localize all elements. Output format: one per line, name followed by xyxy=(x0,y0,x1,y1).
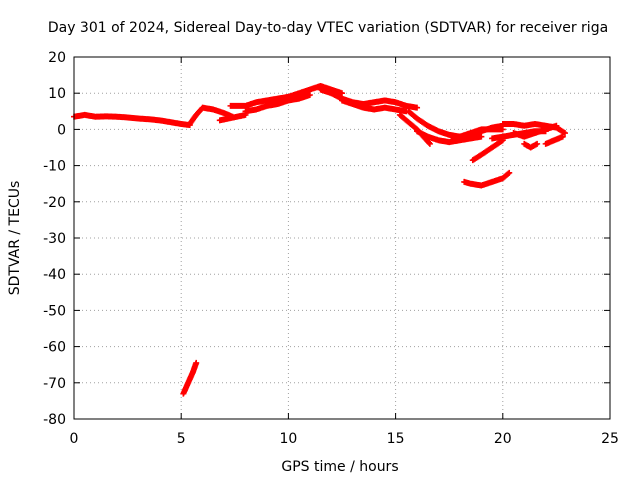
y-tick-label: -10 xyxy=(43,159,66,175)
data-point-markers xyxy=(448,126,506,144)
y-tick-label: -80 xyxy=(43,412,66,428)
series-arc-1 xyxy=(71,111,193,129)
x-tick-label: 0 xyxy=(70,431,79,447)
series-arc-11 xyxy=(448,126,506,144)
y-tick-label: -70 xyxy=(43,376,66,392)
data-point-markers xyxy=(180,359,200,397)
y-tick-label: -40 xyxy=(43,267,66,283)
data-point-markers xyxy=(216,111,249,124)
y-tick-label: -60 xyxy=(43,340,66,356)
grid-lines xyxy=(74,57,610,419)
data-point-markers xyxy=(469,137,506,164)
data-point-markers xyxy=(461,169,513,189)
data-point-markers xyxy=(542,133,566,147)
y-tick-label: -20 xyxy=(43,195,66,211)
y-axis-label: SDTVAR / TECUs xyxy=(7,181,23,296)
series-arc-18 xyxy=(461,169,513,189)
y-tick-label: -50 xyxy=(43,303,66,319)
series-arc-19 xyxy=(180,359,200,397)
y-tick-label: -30 xyxy=(43,231,66,247)
plot-area xyxy=(71,82,568,397)
y-tick-label: 10 xyxy=(48,86,66,102)
data-point-markers xyxy=(71,111,193,129)
data-point-markers xyxy=(227,82,345,109)
x-tick-label: 10 xyxy=(279,431,297,447)
axis-ticks: 0 5 10 15 20 25 20 10 0 -10 -20 -30 -40 -50 -60 -70 -80 xyxy=(43,50,619,447)
series-arc-16 xyxy=(521,140,541,151)
x-axis-label: GPS time / hours xyxy=(281,459,398,475)
series-arc-3 xyxy=(216,111,249,124)
x-tick-label: 20 xyxy=(494,431,512,447)
data-point-markers xyxy=(339,97,410,115)
series-arc-4 xyxy=(227,82,345,109)
series-arc-12 xyxy=(469,137,506,164)
series-arc-5 xyxy=(242,92,313,115)
data-point-markers xyxy=(521,140,541,151)
data-point-markers xyxy=(242,92,313,115)
series-arc-7 xyxy=(339,97,410,115)
y-tick-label: 20 xyxy=(48,50,66,66)
chart-title: Day 301 of 2024, Sidereal Day-to-day VTE… xyxy=(48,20,608,36)
series-arc-15 xyxy=(510,122,560,140)
series-arc-2 xyxy=(186,104,236,127)
x-tick-label: 25 xyxy=(601,431,619,447)
x-tick-label: 15 xyxy=(387,431,405,447)
y-tick-label: 0 xyxy=(57,122,66,138)
data-point-markers xyxy=(510,122,560,140)
series-arc-17 xyxy=(542,133,566,147)
plot-frame xyxy=(73,56,611,420)
x-tick-label: 5 xyxy=(177,431,186,447)
data-point-markers xyxy=(186,104,236,127)
